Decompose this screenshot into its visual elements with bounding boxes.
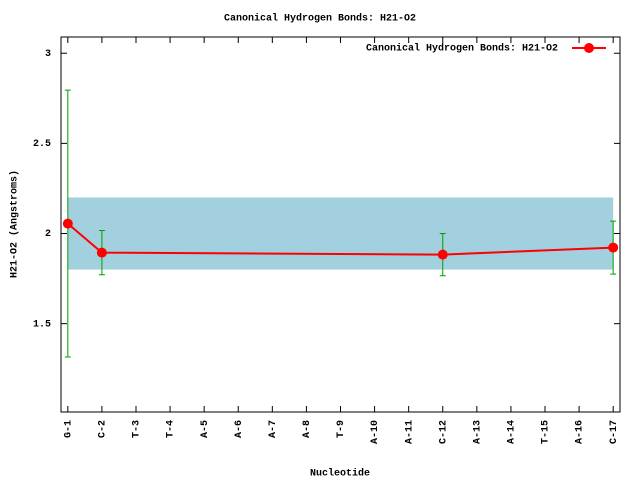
x-tick-label: A-8 [302, 420, 313, 438]
x-tick-label: T-15 [541, 420, 552, 444]
x-tick-label: A-16 [575, 420, 586, 444]
point [437, 249, 448, 260]
x-tick-label: A-7 [268, 420, 279, 438]
legend-marker [584, 43, 594, 53]
point [62, 218, 73, 229]
x-tick-label: A-6 [234, 420, 245, 438]
x-tick-label: C-17 [609, 420, 620, 444]
y-tick-label: 3 [45, 49, 51, 60]
x-tick-label: C-2 [98, 420, 109, 438]
x-tick-label: A-11 [404, 420, 415, 444]
x-tick-label: T-3 [132, 420, 143, 438]
x-tick-label: A-14 [507, 420, 518, 444]
point [608, 242, 619, 253]
x-tick-label: T-9 [336, 420, 347, 438]
x-tick-label: A-5 [200, 420, 211, 438]
point [96, 247, 107, 258]
x-tick-label: A-13 [472, 420, 483, 444]
series-line [67, 222, 614, 256]
y-tick-label: 2.5 [33, 139, 51, 150]
chart-title: Canonical Hydrogen Bonds: H21-O2 [224, 13, 416, 25]
legend-label: Canonical Hydrogen Bonds: H21-O2 [366, 43, 558, 55]
y-tick-label: 2 [45, 229, 51, 240]
y-axis-label: H21-O2 (Angstroms) [9, 170, 21, 278]
reference-band [67, 197, 614, 270]
x-axis-label: Nucleotide [310, 468, 370, 480]
x-tick-label: C-12 [438, 420, 449, 444]
x-tick-label: A-10 [370, 420, 381, 444]
x-tick-label: G-1 [63, 420, 74, 438]
x-tick-label: T-4 [166, 420, 177, 438]
y-tick-label: 1.5 [33, 319, 51, 330]
